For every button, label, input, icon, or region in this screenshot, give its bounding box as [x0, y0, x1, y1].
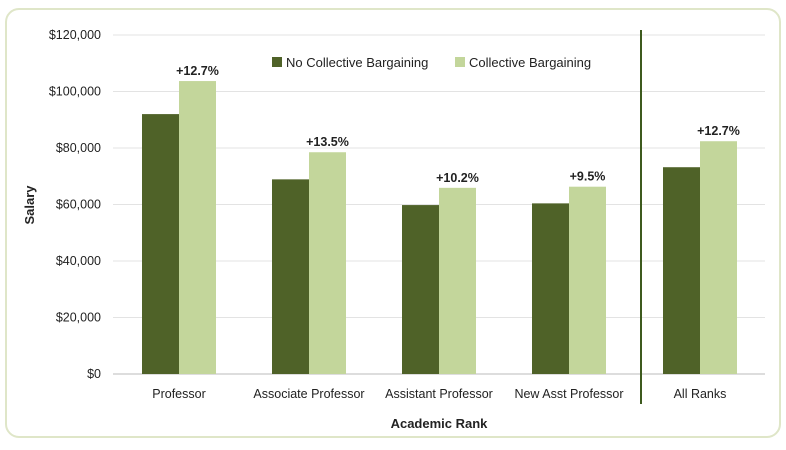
legend: No Collective Bargaining Collective Barg…: [272, 55, 591, 70]
y-tick-label: $20,000: [56, 311, 101, 325]
y-tick-label: $100,000: [49, 85, 101, 99]
legend-label-cb: Collective Bargaining: [469, 55, 591, 70]
bar-no-cb: [532, 203, 569, 374]
pct-annotation: +9.5%: [570, 170, 606, 184]
x-tick-label: All Ranks: [674, 387, 727, 401]
bar-no-cb: [272, 179, 309, 374]
bar-cb: [569, 186, 606, 374]
chart-frame: [5, 8, 781, 438]
y-tick-label: $80,000: [56, 141, 101, 155]
pct-annotation: +12.7%: [176, 64, 219, 78]
bar-no-cb: [402, 205, 439, 374]
legend-label-no-cb: No Collective Bargaining: [286, 55, 428, 70]
bar-cb: [309, 152, 346, 374]
x-tick-label: Professor: [152, 387, 206, 401]
y-tick-label: $0: [87, 367, 101, 381]
y-tick-label: $40,000: [56, 254, 101, 268]
bar-no-cb: [663, 167, 700, 374]
y-axis-label: Salary: [22, 185, 37, 225]
x-tick-label: Associate Professor: [253, 387, 364, 401]
legend-swatch-cb: [455, 57, 465, 67]
bar-cb: [439, 187, 476, 374]
legend-swatch-no-cb: [272, 57, 282, 67]
y-tick-label: $60,000: [56, 198, 101, 212]
bar-cb: [700, 141, 737, 374]
y-tick-label: $120,000: [49, 28, 101, 42]
x-tick-label: Assistant Professor: [385, 387, 493, 401]
pct-annotation: +13.5%: [306, 135, 349, 149]
pct-annotation: +12.7%: [697, 124, 740, 138]
bar-cb: [179, 81, 216, 375]
x-axis-label: Academic Rank: [391, 416, 489, 431]
bar-no-cb: [142, 114, 179, 374]
pct-annotation: +10.2%: [436, 171, 479, 185]
x-tick-label: New Asst Professor: [514, 387, 623, 401]
